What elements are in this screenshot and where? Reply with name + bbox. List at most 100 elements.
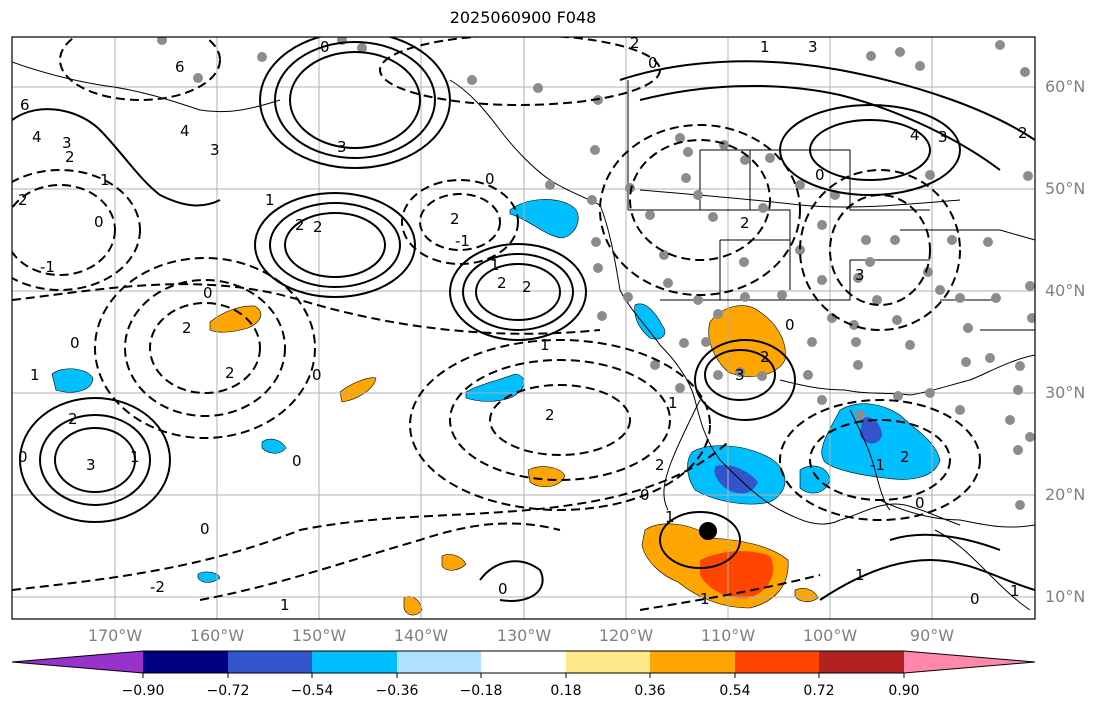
contour-label: 2 bbox=[545, 406, 555, 424]
colorbar-tick-label: 0.54 bbox=[719, 683, 751, 699]
lon-label: 160°W bbox=[189, 626, 245, 645]
contour-label: 3 bbox=[808, 38, 818, 56]
colorbar-tick-label: −0.90 bbox=[121, 683, 165, 699]
contour-label: 0 bbox=[915, 494, 925, 512]
contour-label: 2 bbox=[522, 278, 532, 296]
contour-label: 4 bbox=[180, 122, 190, 140]
contour-label: 0 bbox=[485, 170, 495, 188]
contour-label: 1 bbox=[700, 590, 710, 608]
shade-blue-mid bbox=[465, 373, 525, 402]
lon-label: 100°W bbox=[802, 626, 858, 645]
shade-red-enso bbox=[700, 551, 774, 599]
contour-label: 0 bbox=[18, 448, 28, 466]
contour-label: 0 bbox=[648, 54, 658, 72]
contour-label: 2 bbox=[182, 319, 192, 337]
contour-label: 2 bbox=[295, 216, 305, 234]
contour-label: 1 bbox=[855, 566, 865, 584]
contour-label: 0 bbox=[70, 334, 80, 352]
map-frame bbox=[11, 36, 1036, 620]
contour-label: 2 bbox=[18, 191, 28, 209]
contour-label: 3 bbox=[62, 134, 72, 152]
contour-label: 2 bbox=[450, 210, 460, 228]
contour-label: 2 bbox=[740, 214, 750, 232]
contour-label: -1 bbox=[870, 456, 885, 474]
contour-label: 2 bbox=[655, 456, 665, 474]
colorbar-tick-label: −0.36 bbox=[375, 683, 419, 699]
contour-label: 6 bbox=[20, 96, 30, 114]
contour-label: 1 bbox=[665, 508, 675, 526]
gridlines bbox=[12, 37, 1035, 619]
colorbar-swatch bbox=[481, 651, 566, 673]
contour-label: 0 bbox=[200, 520, 210, 538]
colorbar-min-extend bbox=[12, 651, 143, 673]
contour-label: 1 bbox=[130, 448, 140, 466]
lon-label: 120°W bbox=[598, 626, 654, 645]
shade-orange-small1 bbox=[339, 377, 377, 403]
contour-label: 0 bbox=[815, 166, 825, 184]
lat-label: 50°N bbox=[1045, 179, 1086, 198]
colorbar-swatch bbox=[228, 651, 312, 673]
lon-label: 90°W bbox=[909, 626, 955, 645]
lat-label: 60°N bbox=[1045, 77, 1086, 96]
colorbar-max-extend bbox=[904, 651, 1035, 673]
contour-label: 1 bbox=[668, 394, 678, 412]
contour-label: 1 bbox=[540, 336, 550, 354]
contour-label: 2 bbox=[313, 218, 323, 236]
colorbar-tick-label: 0.72 bbox=[803, 683, 835, 699]
contour-label: -1 bbox=[455, 232, 470, 250]
contour-label: -1 bbox=[40, 258, 55, 276]
colorbar-swatch bbox=[397, 651, 481, 673]
colorbar-tick-label: 0.36 bbox=[634, 683, 666, 699]
shade-orange-s1 bbox=[441, 554, 467, 571]
lat-label: 30°N bbox=[1045, 383, 1086, 402]
colorbar-swatch bbox=[312, 651, 397, 673]
contour-label: 2 bbox=[225, 364, 235, 382]
contour-label: 1 bbox=[100, 171, 110, 189]
shade-blue-gulf bbox=[821, 403, 941, 480]
contour-label: 1 bbox=[760, 38, 770, 56]
lat-label: 10°N bbox=[1045, 587, 1086, 606]
shade-blue-gulf-core bbox=[860, 417, 882, 444]
storm-center-marker bbox=[699, 522, 717, 540]
contour-label: 2 bbox=[1018, 124, 1028, 142]
contour-label: 1 bbox=[265, 191, 275, 209]
contour-label: 0 bbox=[320, 38, 330, 56]
contour-label: 4 bbox=[910, 126, 920, 144]
contour-label: 0 bbox=[94, 213, 104, 231]
contour-label: -2 bbox=[150, 578, 165, 596]
lon-label: 110°W bbox=[700, 626, 756, 645]
contour-label: 0 bbox=[292, 452, 302, 470]
contour-label: 2 bbox=[65, 148, 75, 166]
contour-label: 1 bbox=[30, 366, 40, 384]
lon-label: 130°W bbox=[496, 626, 552, 645]
shade-orange-s3 bbox=[794, 588, 819, 602]
contour-label: 3 bbox=[735, 366, 745, 384]
shade-blue-bc bbox=[509, 199, 579, 239]
shade-blue-baja bbox=[634, 303, 666, 340]
contour-label: 3 bbox=[855, 266, 865, 284]
contour-labels: 0 3 2 2 1 2 2 -1 2 0 0 2 2 0 1 2 3 1 0 0… bbox=[18, 37, 1028, 614]
lat-label: 40°N bbox=[1045, 281, 1086, 300]
contour-label: 3 bbox=[210, 141, 220, 159]
colorbar-swatch bbox=[819, 651, 904, 673]
station-dots bbox=[157, 37, 1035, 510]
contour-label: 3 bbox=[337, 138, 347, 156]
shade-blue-west1 bbox=[51, 368, 94, 393]
colorbar-swatch bbox=[143, 651, 228, 673]
contour-label: 3 bbox=[938, 128, 948, 146]
colorbar-swatch bbox=[650, 651, 735, 673]
lon-label: 170°W bbox=[87, 626, 143, 645]
colorbar-swatch bbox=[735, 651, 819, 673]
lon-label: 140°W bbox=[393, 626, 449, 645]
contour-label: 0 bbox=[785, 316, 795, 334]
shade-orange-mid bbox=[527, 466, 566, 488]
shade-blue-small bbox=[261, 438, 287, 454]
shade-blue-gulf2 bbox=[799, 465, 831, 494]
colorbar-tick-label: 0.90 bbox=[888, 683, 920, 699]
contour-label: 0 bbox=[640, 486, 650, 504]
contour-label: 0 bbox=[498, 580, 508, 598]
contour-label: 0 bbox=[970, 590, 980, 608]
contours-dashed bbox=[12, 37, 981, 611]
colorbar-tick-label: −0.54 bbox=[290, 683, 334, 699]
